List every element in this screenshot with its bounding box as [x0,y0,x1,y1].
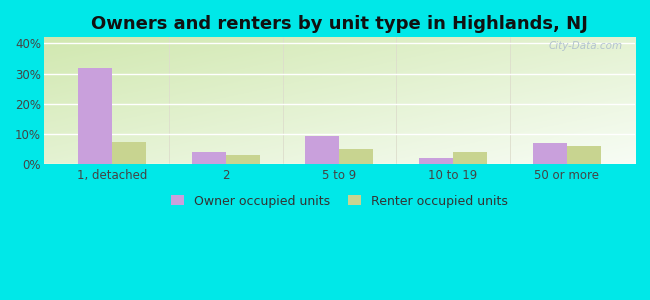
Bar [306,136,339,164]
Bar [78,68,112,164]
Bar [453,152,488,164]
Text: City-Data.com: City-Data.com [549,41,623,51]
Bar [339,149,374,164]
Title: Owners and renters by unit type in Highlands, NJ: Owners and renters by unit type in Highl… [91,15,588,33]
Bar [532,143,567,164]
Bar [226,155,260,164]
Bar [419,158,453,164]
Bar [112,142,146,164]
Legend: Owner occupied units, Renter occupied units: Owner occupied units, Renter occupied un… [167,191,512,211]
Bar [567,146,601,164]
Bar [192,152,226,164]
